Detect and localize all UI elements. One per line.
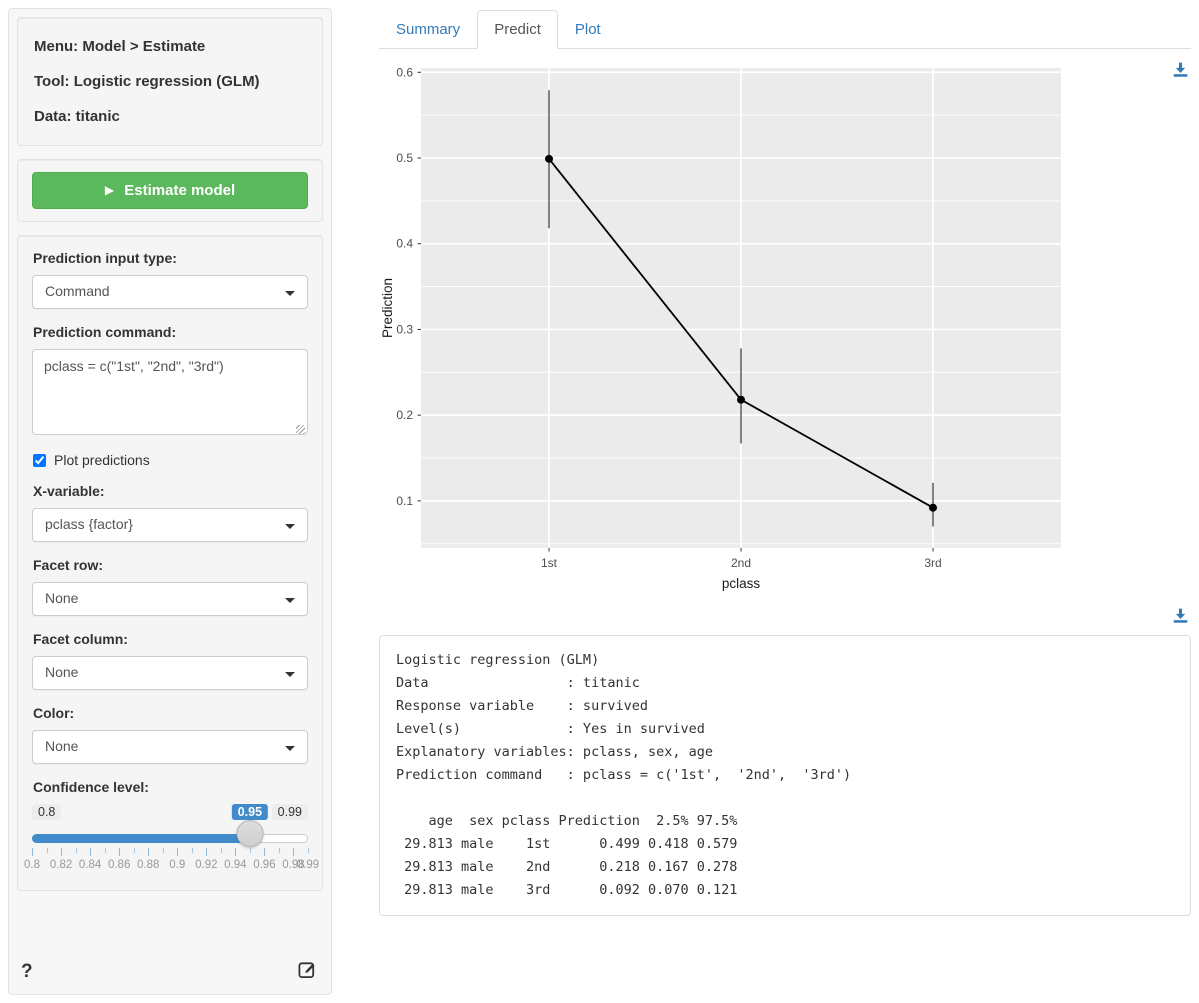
tab-plot[interactable]: Plot — [574, 21, 601, 38]
tool-name: Tool: Logistic regression (GLM) — [34, 73, 260, 90]
sidebar: Menu: Model > Estimate Tool: Logistic re… — [8, 8, 332, 995]
tab-predict[interactable]: Predict — [477, 10, 558, 49]
slider-min-label: 0.8 — [32, 804, 62, 820]
slider-max-label: 0.99 — [271, 804, 308, 820]
menu-breadcrumb: Menu: Model > Estimate — [34, 38, 206, 55]
prediction-plot-block: 0.1 0.2 0.3 0.4 0.5 0.6 1st 2nd 3rd pclass Predict… — [379, 57, 1191, 607]
svg-text:2nd: 2nd — [731, 556, 751, 570]
facet-column-select[interactable]: None — [32, 656, 308, 690]
download-data-icon[interactable] — [1172, 607, 1189, 629]
main-panel: Summary Predict Plot 0.1 0.2 0.3 0.4 0.5 0.6 1… — [379, 10, 1191, 916]
facet-row-value: None — [45, 590, 79, 606]
svg-text:Prediction: Prediction — [380, 278, 395, 338]
chevron-down-icon — [285, 598, 295, 603]
prediction-settings-panel: Prediction input type: Command Predictio… — [17, 235, 323, 891]
estimate-model-label: Estimate model — [124, 182, 236, 199]
prediction-plot: 0.1 0.2 0.3 0.4 0.5 0.6 1st 2nd 3rd pclass Predict… — [380, 65, 1061, 591]
facet-column-value: None — [45, 664, 79, 680]
input-type-label: Prediction input type: — [33, 250, 177, 266]
resize-grip-icon[interactable] — [296, 425, 305, 434]
prediction-command-label: Prediction command: — [33, 324, 177, 340]
svg-text:0.1: 0.1 — [396, 494, 413, 508]
xvar-label: X-variable: — [33, 483, 105, 499]
color-value: None — [45, 738, 79, 754]
download-plot-icon[interactable] — [1172, 61, 1189, 83]
facet-row-select[interactable]: None — [32, 582, 308, 616]
chevron-down-icon — [285, 524, 295, 529]
prediction-command-input[interactable]: pclass = c("1st", "2nd", "3rd") — [32, 349, 308, 435]
svg-text:0.3: 0.3 — [396, 322, 413, 336]
estimate-model-button[interactable]: ▶ Estimate model — [32, 172, 308, 209]
estimate-panel: ▶ Estimate model — [17, 159, 323, 222]
facet-column-label: Facet column: — [33, 631, 128, 647]
svg-text:0.6: 0.6 — [396, 65, 413, 79]
xvar-value: pclass {factor} — [45, 516, 133, 532]
chevron-down-icon — [285, 746, 295, 751]
slider-fill — [32, 834, 249, 843]
plot-predictions-label: Plot predictions — [54, 452, 150, 468]
svg-text:0.5: 0.5 — [396, 151, 413, 165]
chevron-down-icon — [285, 291, 295, 296]
play-icon: ▶ — [104, 183, 115, 197]
sidebar-footer: ? — [17, 958, 323, 986]
tab-summary[interactable]: Summary — [396, 21, 461, 38]
color-label: Color: — [33, 705, 75, 721]
svg-text:0.2: 0.2 — [396, 408, 413, 422]
slider-track[interactable] — [32, 834, 308, 843]
slider-handle[interactable] — [236, 820, 264, 847]
prediction-output-block: Logistic regression (GLM) Data : titanic… — [379, 607, 1191, 916]
input-type-value: Command — [45, 283, 110, 299]
model-summary-box: Logistic regression (GLM) Data : titanic… — [379, 635, 1191, 916]
pencil-square-icon[interactable] — [298, 960, 317, 984]
input-type-select[interactable]: Command — [32, 275, 308, 309]
dataset-name: Data: titanic — [34, 108, 120, 125]
svg-text:3rd: 3rd — [924, 556, 941, 570]
svg-text:0.4: 0.4 — [396, 237, 413, 251]
model-summary-text: Logistic regression (GLM) Data : titanic… — [396, 652, 852, 898]
help-icon[interactable]: ? — [21, 961, 33, 982]
context-panel: Menu: Model > Estimate Tool: Logistic re… — [17, 17, 323, 146]
color-select[interactable]: None — [32, 730, 308, 764]
svg-text:pclass: pclass — [722, 576, 761, 591]
slider-value-badge: 0.95 — [231, 804, 269, 820]
confidence-level-slider: 0.8 0.95 0.99 0.8 0.82 0.84 0.86 0.88 0.9 0.92… — [24, 804, 319, 878]
xvar-select[interactable]: pclass {factor} — [32, 508, 308, 542]
svg-text:1st: 1st — [541, 556, 558, 570]
facet-row-label: Facet row: — [33, 557, 104, 573]
plot-predictions-checkbox[interactable] — [33, 453, 46, 467]
chevron-down-icon — [285, 672, 295, 677]
tab-bar: Summary Predict Plot — [379, 10, 1191, 49]
slider-tick-grid: 0.8 0.82 0.84 0.86 0.88 0.9 0.92 0.94 0.96 0.98 0.… — [24, 848, 319, 878]
confidence-level-label: Confidence level: — [33, 779, 149, 795]
